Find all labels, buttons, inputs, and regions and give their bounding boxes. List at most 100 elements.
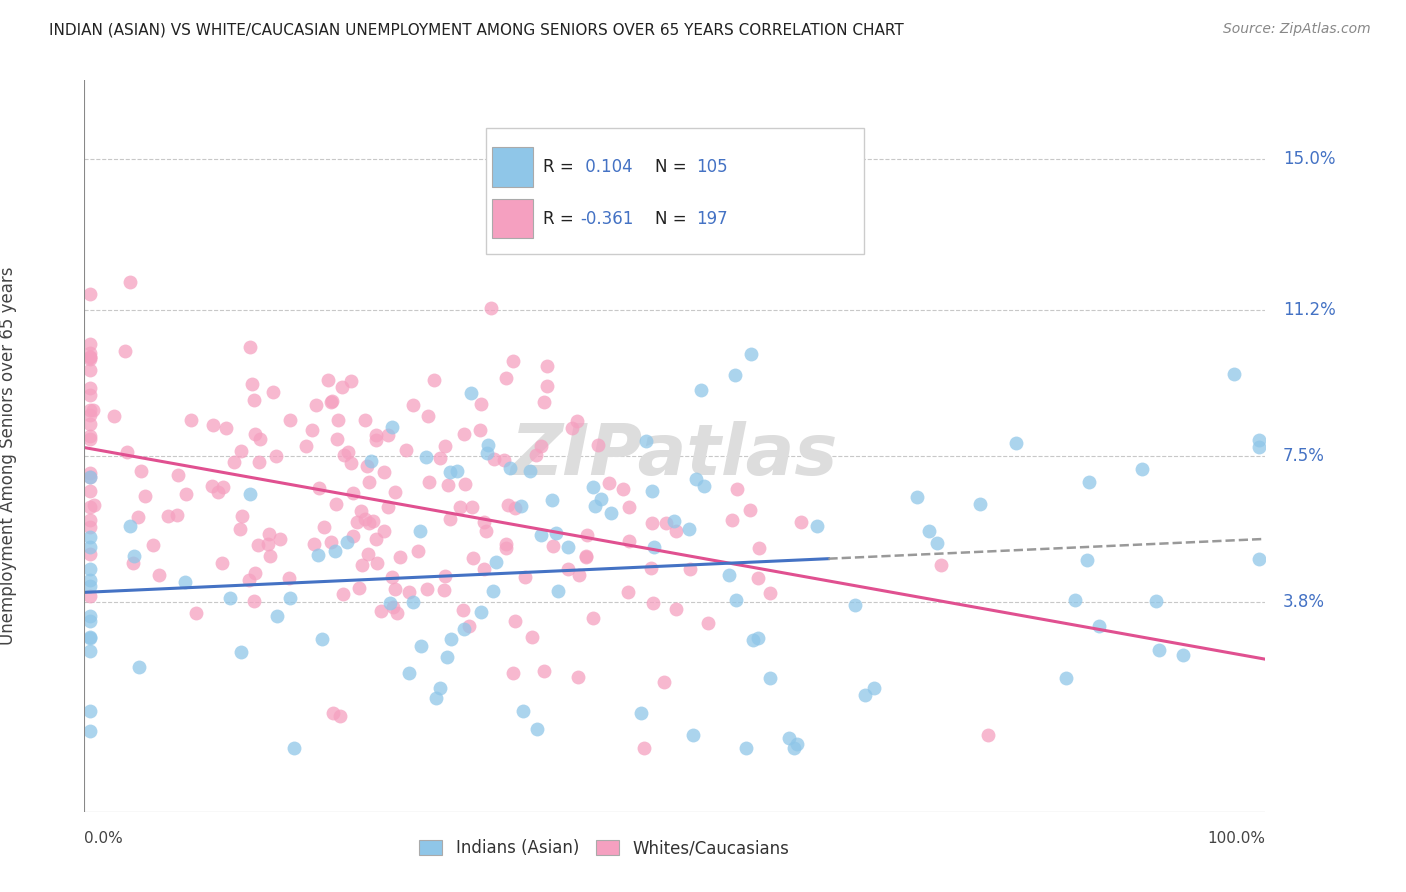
Point [229,443,252,458]
Point [439,465,461,479]
Point [617,534,640,549]
Point [357,516,380,530]
Point [402,398,425,412]
Point [314,520,336,534]
Point [79,562,101,576]
Point [759,586,782,600]
Point [505,500,527,515]
Point [322,706,344,720]
Point [655,516,678,531]
Point [1249,551,1271,566]
Point [641,484,664,499]
Point [269,533,291,547]
Point [127,509,149,524]
Point [79,513,101,527]
Point [243,426,266,441]
Point [494,453,516,467]
Text: -0.361: -0.361 [581,210,634,227]
Point [243,566,266,580]
Point [201,478,224,492]
Point [359,475,381,489]
Point [79,337,101,351]
Point [612,482,634,496]
Point [295,439,318,453]
Point [513,569,536,583]
Point [748,541,770,556]
Point [79,350,101,364]
Point [738,503,761,517]
Point [530,439,553,453]
Point [499,460,522,475]
Point [364,532,387,546]
Point [332,587,354,601]
Point [406,543,429,558]
Point [278,413,301,427]
Point [79,387,101,401]
Point [218,591,240,605]
Point [336,534,359,549]
FancyBboxPatch shape [486,128,863,254]
Point [176,487,198,501]
Point [353,511,375,525]
Point [475,524,498,538]
Point [82,403,104,417]
Point [305,399,328,413]
Point [342,485,364,500]
Point [541,493,564,508]
Point [381,420,404,434]
Text: R =: R = [543,158,579,177]
Point [742,633,765,648]
Point [148,568,170,582]
Point [134,489,156,503]
Point [652,674,675,689]
Point [103,409,125,423]
Point [786,737,808,751]
Point [472,516,495,530]
Point [665,524,688,539]
Point [323,544,346,558]
Point [337,445,360,459]
Point [212,480,235,494]
Point [721,513,744,527]
Point [495,541,517,555]
Point [460,386,482,401]
Point [477,446,499,460]
Point [283,741,305,756]
Point [79,381,101,395]
Point [79,417,101,431]
Point [1249,433,1271,447]
Point [617,500,640,515]
Point [378,596,401,610]
Point [453,426,475,441]
Point [409,640,432,654]
Point [561,421,583,435]
Point [231,509,253,524]
Point [128,660,150,674]
Point [356,459,378,474]
Point [319,395,342,409]
Point [576,528,599,542]
Point [418,475,440,489]
Point [678,522,700,536]
Point [643,596,665,610]
Point [685,472,707,486]
Point [470,397,492,411]
Point [778,731,800,746]
Point [394,442,416,457]
Point [389,549,412,564]
Point [328,413,350,427]
Point [434,439,457,453]
Point [311,632,333,647]
Text: Source: ZipAtlas.com: Source: ZipAtlas.com [1223,22,1371,37]
Point [484,451,506,466]
Point [350,558,373,573]
Point [682,728,704,742]
Point [969,497,991,511]
Point [79,403,101,417]
Point [633,741,655,756]
Point [357,547,380,561]
Point [302,536,325,550]
Point [266,608,288,623]
Point [929,558,952,572]
Point [340,456,363,470]
